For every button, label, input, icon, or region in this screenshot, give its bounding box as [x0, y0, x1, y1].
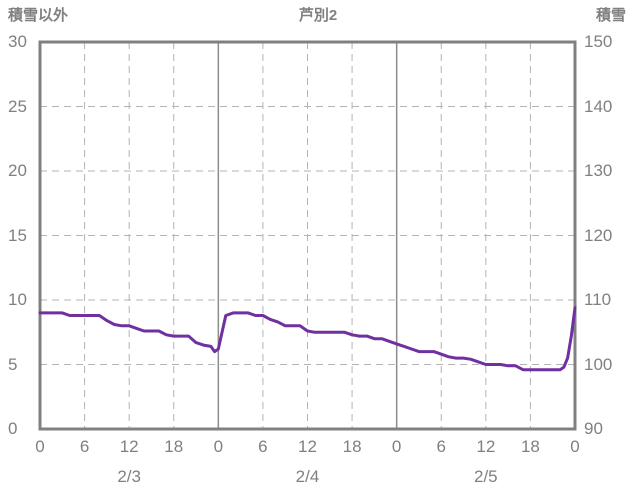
- right-axis-tick-label: 90: [584, 419, 603, 438]
- x-axis-tick-label: 0: [391, 437, 402, 456]
- left-axis-tick-label: 5: [8, 354, 18, 374]
- day-label-label: 2/4: [295, 467, 320, 486]
- right-axis-tick-label: 120: [584, 225, 613, 245]
- left-axis-tick-label: 30: [8, 32, 27, 51]
- right-axis-tick-label: 100: [584, 354, 613, 374]
- right-axis-tick-label: 130: [584, 161, 613, 180]
- x-axis-tick-label: 0: [213, 437, 224, 456]
- x-axis-tick-label: 12: [298, 437, 317, 456]
- chart-title: 芦別2: [298, 7, 338, 24]
- x-axis-tick-label: 6: [436, 437, 446, 456]
- right-axis-tick-label: 150: [584, 32, 613, 51]
- plot-border: [38, 40, 577, 431]
- left-axis-tick-label: 25: [8, 96, 27, 116]
- x-axis-tick-label: 18: [164, 437, 184, 456]
- x-axis-tick-label: 6: [79, 437, 90, 456]
- left-axis-tick-label: 10: [8, 290, 27, 309]
- right-axis-tick-label: 140: [584, 96, 613, 116]
- x-axis-tick-label: 12: [119, 437, 139, 456]
- day-label-label: 2/3: [117, 467, 141, 486]
- x-axis-tick-label: 6: [258, 437, 268, 456]
- snow-depth-line: [38, 306, 577, 372]
- day-label-label: 2/5: [474, 467, 498, 486]
- x-axis-tick-label: 18: [520, 437, 540, 456]
- right-axis-tick-label: 110: [584, 290, 612, 309]
- left-axis-tick-label: 20: [8, 161, 27, 180]
- x-axis-tick-label: 12: [476, 437, 496, 456]
- x-axis-tick-label: 0: [570, 437, 580, 456]
- x-axis-tick-label: 0: [35, 437, 45, 456]
- left-axis-title: 積雪以外: [8, 7, 69, 24]
- left-axis-tick-label: 0: [8, 419, 18, 438]
- left-axis-tick-label: 15: [8, 225, 27, 245]
- x-axis-tick-label: 18: [342, 437, 362, 456]
- right-axis-title: 積雪: [595, 7, 626, 24]
